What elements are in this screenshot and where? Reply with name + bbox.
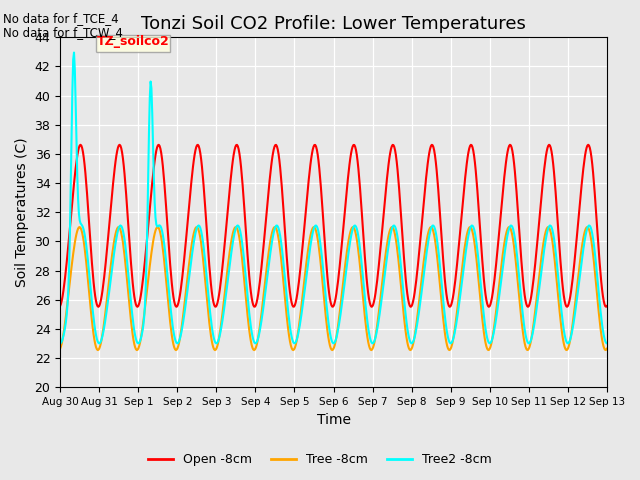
- Open -8cm: [145, 215, 153, 220]
- Tree -8cm: [603, 346, 611, 351]
- Tree -8cm: [56, 346, 64, 351]
- Tree -8cm: [518, 324, 526, 329]
- Legend: Open -8cm, Tree -8cm, Tree2 -8cm: Open -8cm, Tree -8cm, Tree2 -8cm: [143, 448, 497, 471]
- Open -8cm: [235, 146, 243, 152]
- Tree -8cm: [506, 224, 513, 230]
- Tree -8cm: [235, 231, 243, 237]
- Tree2 -8cm: [518, 298, 525, 304]
- Open -8cm: [552, 200, 560, 206]
- Tree -8cm: [72, 235, 79, 241]
- Y-axis label: Soil Temperatures (C): Soil Temperatures (C): [15, 137, 29, 287]
- Open -8cm: [72, 166, 79, 171]
- Line: Tree2 -8cm: Tree2 -8cm: [60, 52, 607, 343]
- Tree2 -8cm: [70, 49, 78, 55]
- Legend: Open -8cm, Tree -8cm, Tree2 -8cm: Open -8cm, Tree -8cm, Tree2 -8cm: [97, 35, 170, 52]
- Open -8cm: [584, 142, 592, 148]
- Tree2 -8cm: [552, 256, 560, 262]
- Tree2 -8cm: [203, 276, 211, 281]
- Open -8cm: [516, 247, 524, 252]
- Text: No data for f_TCW_4: No data for f_TCW_4: [3, 26, 123, 39]
- Title: Tonzi Soil CO2 Profile: Lower Temperatures: Tonzi Soil CO2 Profile: Lower Temperatur…: [141, 15, 526, 33]
- Open -8cm: [56, 303, 64, 309]
- Open -8cm: [603, 303, 611, 309]
- Tree -8cm: [145, 270, 153, 276]
- X-axis label: Time: Time: [317, 413, 351, 427]
- Tree -8cm: [554, 283, 561, 289]
- Tree2 -8cm: [146, 95, 154, 100]
- Line: Tree -8cm: Tree -8cm: [60, 227, 607, 350]
- Open -8cm: [524, 304, 532, 310]
- Tree -8cm: [250, 347, 258, 353]
- Tree2 -8cm: [72, 138, 80, 144]
- Open -8cm: [202, 216, 210, 222]
- Line: Open -8cm: Open -8cm: [60, 145, 607, 307]
- Tree -8cm: [202, 287, 210, 292]
- Text: No data for f_TCE_4: No data for f_TCE_4: [3, 12, 119, 25]
- Tree2 -8cm: [603, 340, 611, 346]
- Tree2 -8cm: [236, 225, 243, 231]
- Tree2 -8cm: [56, 340, 64, 346]
